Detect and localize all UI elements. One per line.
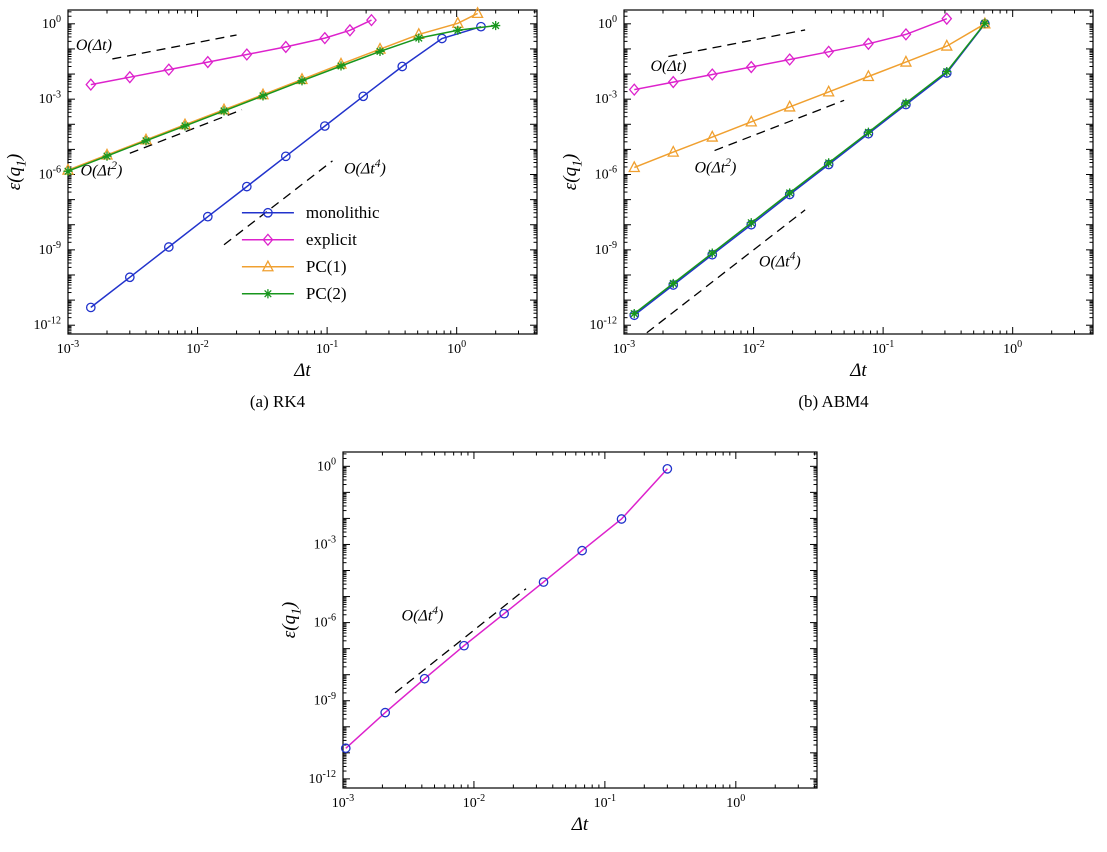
plot-panel-rk4: 10-3 10-2 10-1 100 10-12 10-9 10-6 10-3 100 Δt ε(q…: [6, 6, 538, 378]
svg-text:100: 100: [447, 339, 466, 357]
svg-text:10-6: 10-6: [39, 165, 61, 183]
svg-text:Δt: Δt: [571, 814, 589, 835]
svg-text:ε(q1): ε(q1): [6, 154, 28, 191]
svg-text:10-3: 10-3: [613, 339, 635, 357]
svg-text:monolithic: monolithic: [306, 203, 380, 222]
svg-text:O(Δt2): O(Δt2): [81, 160, 123, 180]
svg-text:10-3: 10-3: [314, 535, 336, 553]
svg-text:100: 100: [726, 793, 745, 811]
svg-text:10-3: 10-3: [595, 89, 617, 107]
svg-text:10-6: 10-6: [314, 613, 336, 631]
svg-text:explicit: explicit: [306, 230, 357, 249]
svg-text:O(Δt4): O(Δt4): [402, 605, 444, 625]
svg-text:10-3: 10-3: [332, 793, 354, 811]
svg-text:10-1: 10-1: [594, 793, 616, 811]
svg-text:10-12: 10-12: [590, 315, 617, 333]
svg-text:10-1: 10-1: [316, 339, 338, 357]
svg-text:10-9: 10-9: [39, 240, 61, 258]
plot-panel-bottom: 10-3 10-2 10-1 100 10-12 10-9 10-6 10-3 100 Δt ε(q…: [281, 451, 818, 835]
svg-text:10-2: 10-2: [186, 339, 208, 357]
svg-text:ε(q1): ε(q1): [281, 602, 303, 639]
svg-text:O(Δt4): O(Δt4): [759, 251, 801, 271]
caption-panel-a: (a) RK4: [249, 392, 306, 411]
svg-text:10-9: 10-9: [595, 240, 617, 258]
svg-text:O(Δt): O(Δt): [650, 58, 686, 75]
svg-text:PC(1): PC(1): [306, 257, 347, 276]
svg-text:10-3: 10-3: [57, 339, 79, 357]
svg-text:10-6: 10-6: [595, 165, 617, 183]
svg-text:10-2: 10-2: [742, 339, 764, 357]
svg-text:O(Δt): O(Δt): [76, 37, 112, 54]
svg-text:O(Δt4): O(Δt4): [344, 158, 386, 178]
svg-text:ε(q1): ε(q1): [562, 154, 584, 191]
svg-text:100: 100: [42, 14, 61, 32]
svg-text:PC(2): PC(2): [306, 284, 347, 303]
svg-text:O(Δt2): O(Δt2): [694, 157, 736, 177]
svg-text:100: 100: [598, 14, 617, 32]
svg-text:Δt: Δt: [293, 360, 311, 378]
svg-text:Δt: Δt: [849, 360, 867, 378]
svg-text:10-2: 10-2: [463, 793, 485, 811]
svg-text:10-12: 10-12: [34, 315, 61, 333]
svg-text:10-12: 10-12: [309, 769, 336, 787]
svg-text:10-1: 10-1: [872, 339, 894, 357]
svg-text:10-3: 10-3: [39, 89, 61, 107]
caption-panel-b: (b) ABM4: [798, 392, 869, 411]
svg-text:100: 100: [1003, 339, 1022, 357]
plot-panel-abm4: 10-3 10-2 10-1 100 10-12 10-9 10-6 10-3 100 Δt ε(q…: [562, 9, 1094, 378]
svg-text:100: 100: [317, 456, 336, 474]
svg-text:10-9: 10-9: [314, 691, 336, 709]
